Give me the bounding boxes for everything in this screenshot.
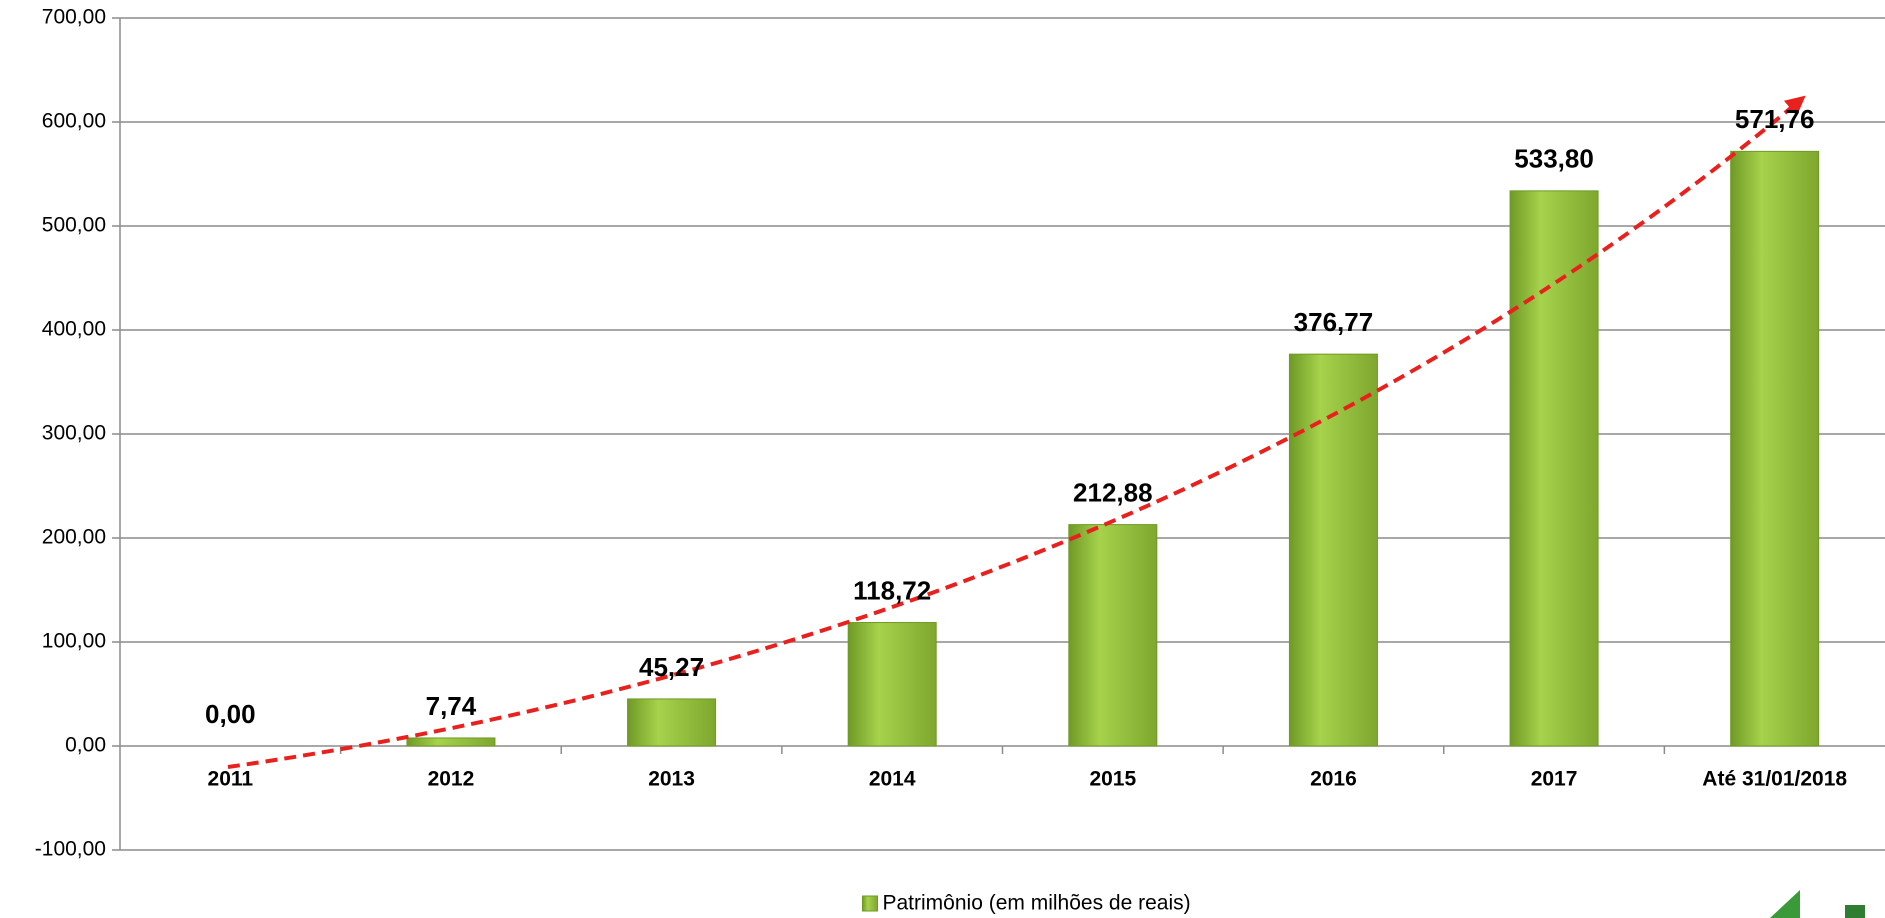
logo	[1845, 905, 1865, 918]
y-tick-label: 500,00	[42, 214, 106, 237]
value-label: 212,88	[1073, 477, 1153, 507]
bar	[1068, 524, 1158, 747]
value-label: 376,77	[1294, 307, 1374, 337]
logo	[1770, 890, 1800, 918]
bars	[406, 150, 1820, 747]
x-tick-label: 2015	[1089, 768, 1136, 791]
y-tick-label: 600,00	[42, 110, 106, 133]
x-tick-label: 2011	[208, 768, 254, 791]
x-tick-label: 2012	[428, 768, 475, 791]
y-tick-label: 200,00	[42, 526, 106, 549]
value-label: 7,74	[426, 691, 477, 721]
value-label: 533,80	[1514, 144, 1594, 174]
labels: -100,00 0,00 100,00 200,00 300,00 400,00 500,0…	[35, 6, 1848, 915]
y-tick-label: 400,00	[42, 318, 106, 341]
bar	[1288, 353, 1378, 747]
value-label: 118,72	[853, 575, 931, 605]
x-tick-label: 2014	[869, 768, 916, 791]
y-tick-label: -100,00	[35, 838, 106, 861]
trend-arrow	[227, 95, 1806, 769]
x-tick-label: 2013	[648, 768, 695, 791]
y-tick-label: 700,00	[42, 6, 106, 29]
grid	[112, 17, 1885, 851]
y-tick-label: 100,00	[42, 630, 106, 653]
value-label: 45,27	[639, 652, 704, 682]
y-tick-label: 0,00	[65, 734, 106, 757]
value-label: 571,76	[1735, 104, 1815, 134]
x-tick-label: 2017	[1531, 768, 1578, 791]
bar	[1730, 150, 1820, 747]
legend-swatch	[862, 895, 878, 912]
bar	[406, 737, 496, 747]
bar	[1509, 190, 1599, 747]
x-tick-label: 2016	[1310, 768, 1357, 791]
legend-label: Patrimônio (em milhões de reais)	[883, 892, 1191, 915]
x-tick-label: Até 31/01/2018	[1702, 768, 1847, 791]
value-label: 0,00	[205, 699, 256, 729]
bar	[627, 698, 717, 747]
y-tick-label: 300,00	[42, 422, 106, 445]
bar	[847, 622, 937, 747]
